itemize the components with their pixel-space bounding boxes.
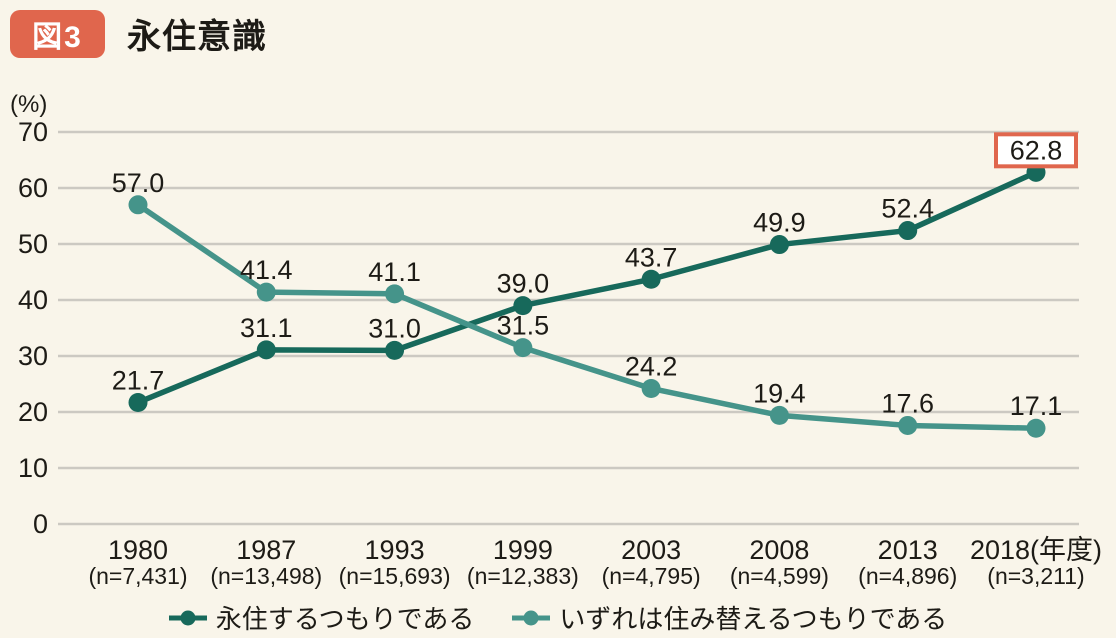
data-label: 41.1 xyxy=(368,257,421,287)
legend-item-move: いずれは住み替えるつもりである xyxy=(512,599,947,636)
line-chart: (%) 0 10 20 30 40 50 60 70 1980(n=7,431) 1987(n=13… xyxy=(10,91,1102,589)
data-label: 52.4 xyxy=(881,194,934,224)
series-line xyxy=(135,169,1039,406)
sample-size-label: (n=4,599) xyxy=(730,563,829,589)
y-tick-label: 70 xyxy=(18,117,48,147)
data-point xyxy=(256,282,276,302)
legend-marker-stay-icon xyxy=(168,610,207,625)
data-label: 21.7 xyxy=(112,365,165,395)
sample-size-label: (n=15,693) xyxy=(339,563,451,589)
data-label: 17.1 xyxy=(1010,391,1063,421)
x-tick-label: 1993 xyxy=(365,535,425,565)
data-point xyxy=(769,405,789,425)
data-label: 31.5 xyxy=(497,311,550,341)
sample-size-label: (n=7,431) xyxy=(88,563,187,589)
sample-size-label: (n=3,211) xyxy=(987,563,1084,589)
y-tick-label: 50 xyxy=(18,229,48,259)
legend-marker-move-icon xyxy=(512,610,551,625)
data-label: 41.4 xyxy=(240,255,293,285)
data-label: 24.2 xyxy=(625,351,678,381)
y-tick-label: 40 xyxy=(18,285,48,315)
chart-legend: 永住するつもりである いずれは住み替えるつもりである xyxy=(0,599,1116,636)
highlight-box xyxy=(994,132,1078,169)
y-axis-unit-label: (%) xyxy=(10,91,47,118)
data-point xyxy=(385,284,405,304)
data-point xyxy=(513,338,533,358)
y-tick-label: 60 xyxy=(18,173,48,203)
data-point xyxy=(128,392,148,412)
sample-size-label: (n=12,383) xyxy=(467,563,579,589)
data-label: 49.9 xyxy=(753,208,806,238)
data-point xyxy=(641,378,661,398)
y-tick-label: 20 xyxy=(18,397,48,427)
x-tick-label: 2013 xyxy=(878,535,938,565)
y-tick-label: 0 xyxy=(33,509,48,539)
data-label: 57.0 xyxy=(112,168,165,198)
x-tick-label: 2018(年度) xyxy=(970,535,1102,565)
legend-item-stay: 永住するつもりである xyxy=(168,599,475,636)
sample-size-label: (n=4,896) xyxy=(858,563,957,589)
sample-size-label: (n=13,498) xyxy=(210,563,322,589)
x-tick-label: 1980 xyxy=(108,535,168,565)
y-tick-label: 30 xyxy=(18,341,48,371)
figure-header: 図3 永住意識 xyxy=(10,9,267,58)
x-tick-label: 1987 xyxy=(236,535,296,565)
data-point xyxy=(256,340,276,360)
highlight-data-label: 62.8 xyxy=(1010,135,1063,165)
legend-label-move: いずれは住み替えるつもりである xyxy=(559,604,948,634)
data-label: 43.7 xyxy=(625,242,678,272)
data-point xyxy=(385,340,405,360)
data-point xyxy=(128,195,148,215)
data-point xyxy=(1026,418,1046,438)
legend-label-stay: 永住するつもりである xyxy=(215,604,475,634)
data-point xyxy=(769,235,789,255)
data-point xyxy=(898,415,918,435)
data-label: 31.0 xyxy=(368,313,421,343)
x-tick-label: 2003 xyxy=(621,535,681,565)
x-tick-label: 1999 xyxy=(493,535,553,565)
x-tick-label: 2008 xyxy=(749,535,809,565)
data-label: 19.4 xyxy=(753,378,806,408)
data-label: 17.6 xyxy=(881,388,934,418)
data-point xyxy=(641,269,661,289)
data-point xyxy=(513,296,533,316)
sample-size-label: (n=4,795) xyxy=(602,563,701,589)
data-label: 31.1 xyxy=(240,313,293,343)
figure-title: 永住意識 xyxy=(127,18,267,56)
series-line xyxy=(135,202,1039,431)
figure-number-badge: 図3 xyxy=(10,9,105,58)
data-point xyxy=(898,221,918,241)
y-tick-label: 10 xyxy=(18,453,48,483)
data-label: 39.0 xyxy=(497,269,550,299)
